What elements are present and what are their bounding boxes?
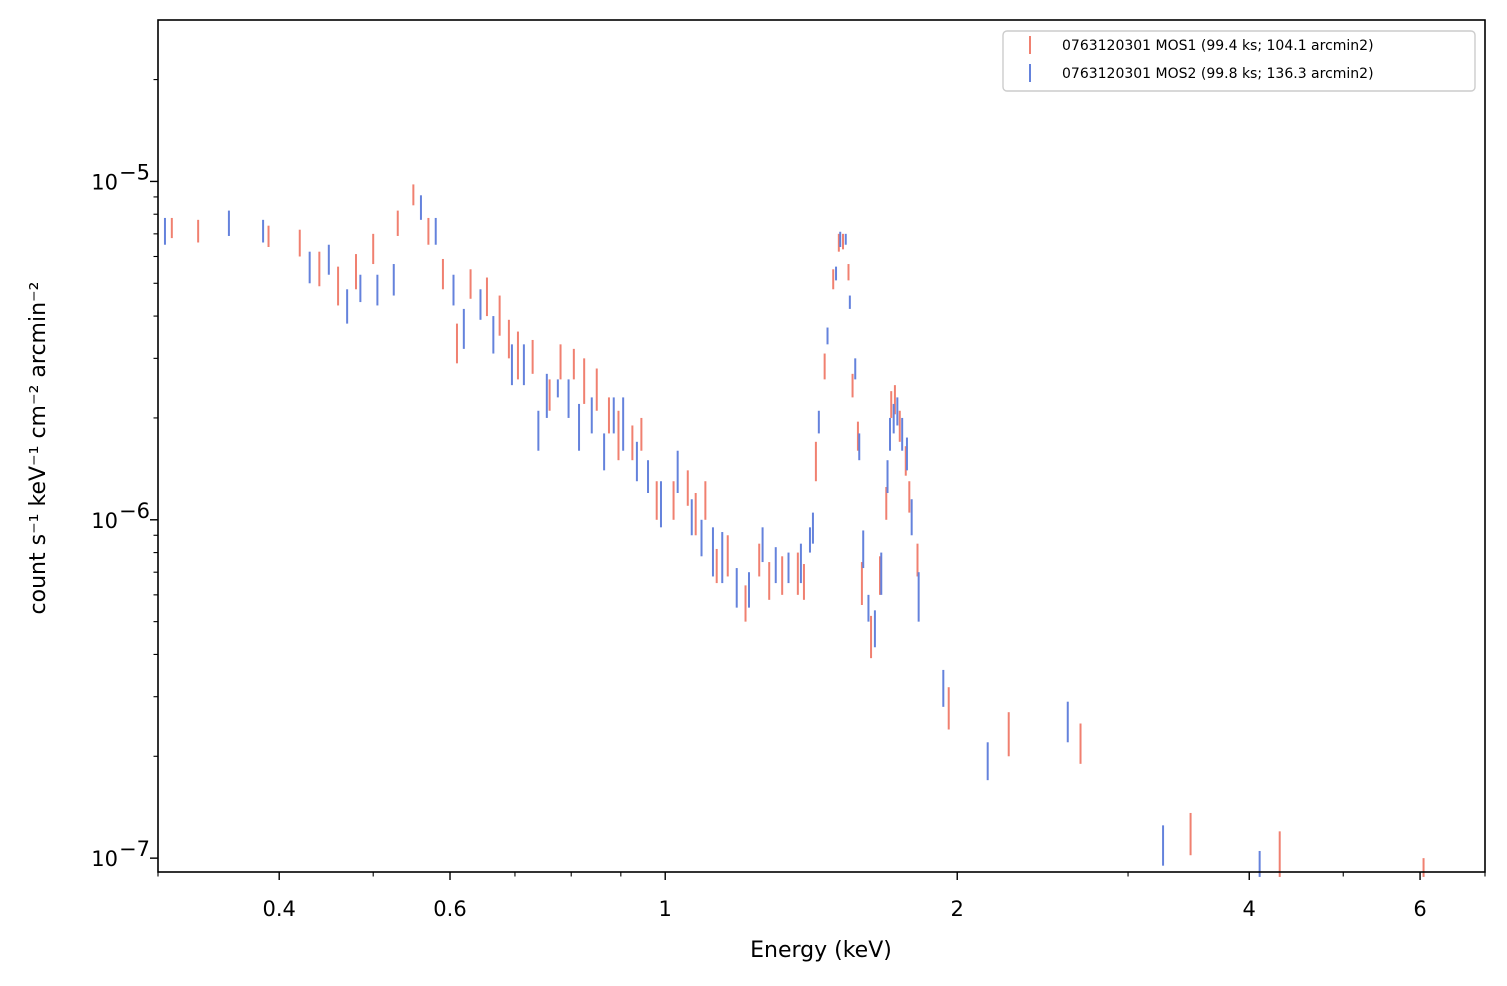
plot-frame	[157, 19, 1486, 873]
y-tick-label: 10	[91, 509, 118, 533]
x-tick-label: 0.4	[262, 897, 295, 921]
x-tick-label: 4	[1243, 897, 1256, 921]
y-axis: 10−510−610−7	[91, 79, 158, 871]
series-layer	[163, 184, 1425, 877]
legend-entry-mos2: 0763120301 MOS2 (99.8 ks; 136.3 arcmin2)	[1062, 66, 1374, 82]
x-tick-label: 1	[659, 897, 672, 921]
series-0	[170, 184, 1425, 877]
legend-entry-mos1: 0763120301 MOS1 (99.4 ks; 104.1 arcmin2)	[1062, 38, 1374, 54]
x-tick-label: 0.6	[433, 897, 466, 921]
y-tick-exponent: −7	[119, 837, 150, 861]
legend: 0763120301 MOS1 (99.4 ks; 104.1 arcmin2)…	[1002, 30, 1476, 92]
x-tick-label: 2	[951, 897, 964, 921]
x-axis-label: Energy (keV)	[750, 938, 892, 963]
y-axis-label: count s⁻¹ keV⁻¹ cm⁻² arcmin⁻²	[26, 282, 51, 615]
series-1	[163, 195, 1261, 877]
y-tick-exponent: −5	[119, 160, 150, 184]
y-tick-exponent: −6	[119, 499, 150, 523]
x-axis: 0.4 0.6 1 2 4 6	[157, 872, 1486, 921]
y-tick-label: 10	[91, 170, 118, 194]
legend-box	[1002, 30, 1476, 92]
plot-background	[158, 20, 1485, 872]
x-tick-label: 6	[1413, 897, 1426, 921]
y-tick-label: 10	[91, 847, 118, 871]
